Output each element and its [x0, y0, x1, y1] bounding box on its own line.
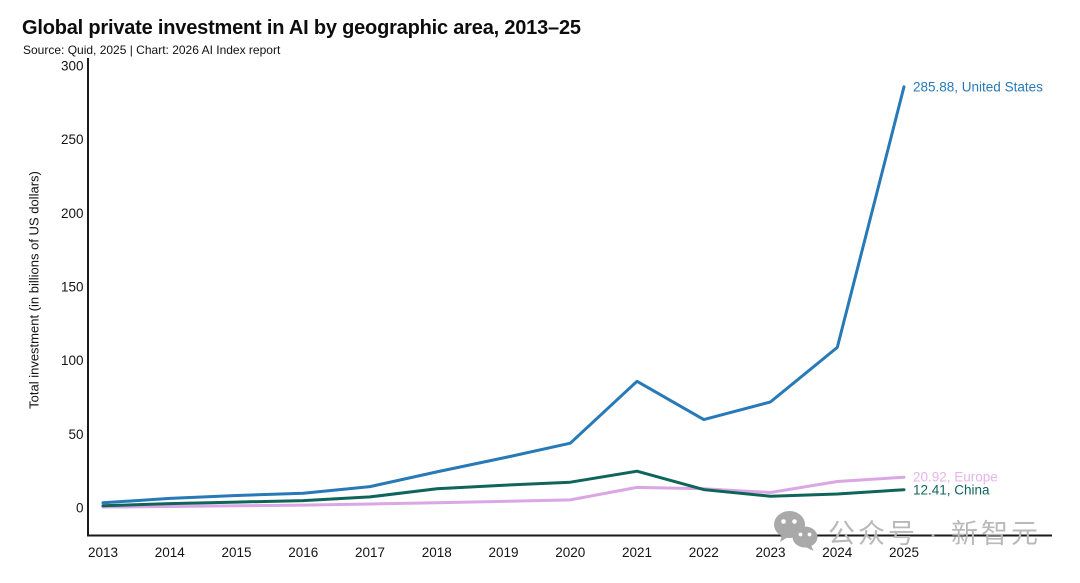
chart-subtitle: Source: Quid, 2025 | Chart: 2026 AI Inde…	[23, 43, 281, 57]
series-line-europe	[101, 475, 906, 509]
x-tick-label: 2019	[488, 545, 518, 560]
x-tick-label: 2023	[755, 545, 785, 560]
wechat-icon	[774, 511, 818, 551]
x-tick-label: 2017	[355, 545, 385, 560]
x-tick-label: 2024	[822, 545, 853, 560]
x-tick-label: 2016	[288, 545, 318, 560]
y-tick-label: 100	[61, 353, 84, 368]
y-tick-label: 50	[68, 427, 83, 442]
series-line-united-states	[101, 85, 906, 505]
x-tick-label: 2022	[689, 545, 719, 560]
x-tick-label: 2014	[155, 545, 186, 560]
watermark: 公众号 · 新智元	[772, 508, 1041, 554]
x-tick-label: 2025	[889, 545, 919, 560]
watermark-text: 公众号 · 新智元	[828, 518, 1041, 549]
y-tick-label: 200	[61, 206, 84, 221]
x-tick-label: 2013	[88, 545, 118, 560]
x-tick-label: 2021	[622, 545, 652, 560]
y-tick-label: 300	[61, 59, 84, 74]
chart-title: Global private investment in AI by geogr…	[22, 17, 581, 39]
series-line-china	[101, 469, 906, 508]
x-tick-label: 2015	[221, 545, 251, 560]
y-tick-label: 250	[61, 132, 84, 147]
x-tick-label: 2018	[422, 545, 452, 560]
x-tick-label: 2020	[555, 545, 585, 560]
y-tick-label: 0	[76, 501, 84, 516]
y-tick-label: 150	[61, 280, 84, 295]
